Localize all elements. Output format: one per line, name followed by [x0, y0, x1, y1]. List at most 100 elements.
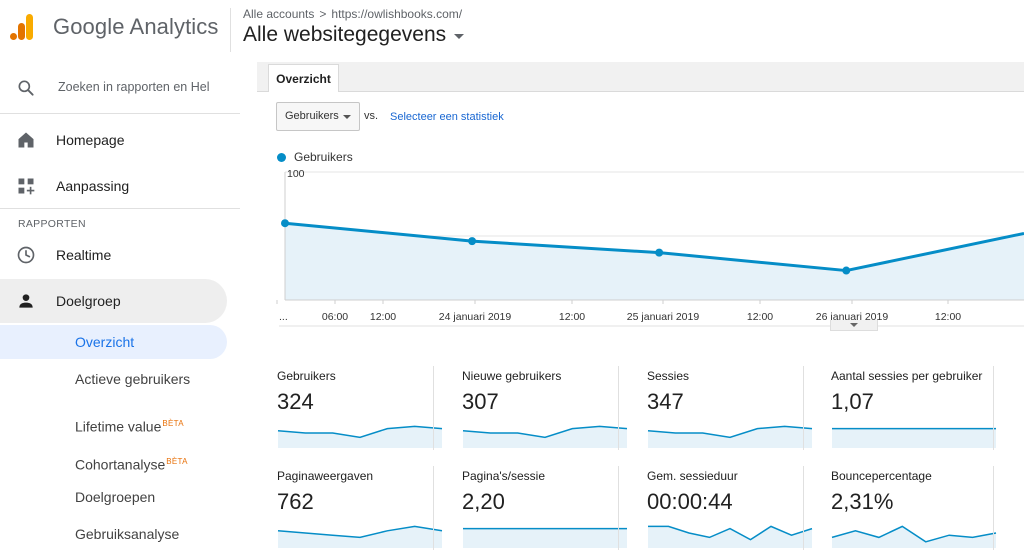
home-icon — [18, 132, 34, 148]
sidebar-subitem-cohort-analysis[interactable]: CohortanalyseBÈTA — [75, 453, 188, 474]
sidebar-item-realtime[interactable]: Realtime — [0, 235, 240, 275]
sparkline-line — [831, 525, 997, 543]
scorecard-divider — [993, 366, 994, 450]
data-point[interactable] — [842, 266, 851, 275]
breadcrumb-separator: > — [319, 7, 327, 21]
scorecard-label: Nieuwe gebruikers — [462, 369, 562, 383]
scorecard-value: 324 — [277, 389, 314, 414]
beta-badge: BÈTA — [162, 419, 184, 428]
scorecard-gem-sessieduur[interactable]: Gem. sessieduur 00:00:44 — [627, 462, 813, 558]
scorecard-value: 347 — [647, 389, 684, 414]
scorecard-label: Bouncepercentage — [831, 469, 932, 483]
scorecard-value: 1,07 — [831, 389, 874, 414]
scorecard-aantal-sessies-per-gebruiker[interactable]: Aantal sessies per gebruiker 1,07 — [811, 362, 996, 458]
chart-collapse-toggle[interactable] — [830, 320, 878, 331]
y-tick-label: 100 — [287, 168, 305, 180]
sidebar-subitem-usage-analysis[interactable]: Gebruiksanalyse — [75, 526, 180, 542]
search-input[interactable]: Zoeken in rapporten en Hel — [58, 80, 210, 94]
scorecard-paginaweergaven[interactable]: Paginaweergaven 762 — [257, 462, 443, 558]
legend-label: Gebruikers — [294, 150, 353, 164]
chart-legend: Gebruikers — [277, 150, 353, 164]
report-panel: Gebruikers vs. Selecteer een statistiek … — [257, 92, 1024, 560]
x-tick-label: 12:00 — [935, 311, 961, 323]
scorecard-value: 2,31% — [831, 489, 894, 514]
scorecard-bouncepercentage[interactable]: Bouncepercentage 2,31% — [811, 462, 997, 558]
scorecard-label: Paginaweergaven — [277, 469, 374, 483]
vs-label: vs. — [364, 110, 379, 122]
sidebar-item-label: Doelgroep — [56, 293, 121, 309]
brand-name: Google Analytics — [53, 14, 219, 39]
scorecard-sessies[interactable]: Sessies 347 — [627, 362, 813, 458]
data-point[interactable] — [281, 219, 289, 228]
sidebar-item-audience[interactable]: Doelgroep — [0, 279, 227, 323]
tab-overview[interactable]: Overzicht — [268, 64, 339, 93]
scorecard-value: 2,20 — [462, 489, 505, 514]
view-selector[interactable]: Alle websitegegevens — [243, 23, 465, 47]
scorecard-gebruikers[interactable]: Gebruikers 324 — [257, 362, 443, 458]
sparkline-line — [277, 425, 443, 439]
scorecard-label: Pagina's/sessie — [462, 469, 546, 483]
scorecard-label: Aantal sessies per gebruiker — [831, 369, 983, 383]
sidebar-item-label: Aanpassing — [56, 178, 130, 194]
sidebar-subitem-audiences[interactable]: Doelgroepen — [75, 489, 156, 505]
sidebar-subitem-active-users[interactable]: Actieve gebruikers — [75, 371, 191, 387]
sidebar-subitem-label: Lifetime value — [75, 418, 162, 435]
sparkline-line — [462, 425, 628, 439]
scorecard-pagina-s-sessie[interactable]: Pagina's/sessie 2,20 — [442, 462, 627, 558]
chevron-down-icon — [343, 115, 351, 119]
sidebar-item-homepage[interactable]: Homepage — [0, 120, 240, 160]
sparkline-area — [648, 526, 812, 548]
sparkline — [648, 525, 813, 548]
x-tick-label: 12:00 — [747, 311, 773, 323]
analytics-logo-icon[interactable] — [8, 12, 38, 42]
sparkline-area — [463, 528, 627, 548]
x-tick-label: 06:00 — [322, 311, 348, 323]
clock-icon — [17, 246, 35, 264]
scorecard-value: 307 — [462, 389, 499, 414]
customization-icon — [18, 178, 35, 195]
sidebar-subitem-lifetime-value[interactable]: Lifetime valueBÈTA — [75, 415, 184, 436]
scorecard-divider — [993, 466, 994, 550]
sidebar-subitem-overview[interactable]: Overzicht — [0, 325, 227, 359]
breadcrumb: Alle accounts > https://owlishbooks.com/ — [243, 7, 462, 21]
scorecard-divider — [803, 366, 804, 450]
view-title: Alle websitegegevens — [243, 23, 447, 46]
x-tick-label: ... — [279, 311, 288, 323]
scorecard-value: 762 — [277, 489, 314, 514]
breadcrumb-accounts[interactable]: Alle accounts — [243, 7, 315, 21]
sparkline-area — [278, 426, 442, 448]
sparkline — [831, 525, 997, 548]
sparkline — [277, 425, 443, 448]
sidebar-search[interactable]: Zoeken in rapporten en Hel — [0, 62, 240, 114]
main-content: Overzicht Gebruikers vs. Selecteer een s… — [257, 62, 1024, 560]
breadcrumb-property[interactable]: https://owlishbooks.com/ — [331, 7, 463, 21]
select-metric-link[interactable]: Selecteer een statistiek — [390, 111, 504, 123]
chevron-down-icon — [850, 323, 858, 327]
metric-dropdown-value: Gebruikers — [285, 110, 339, 122]
sparkline-line — [647, 425, 813, 439]
header-divider — [230, 8, 231, 52]
scorecard-divider — [433, 366, 434, 450]
sidebar: Zoeken in rapporten en Hel Homepage Aanp… — [0, 62, 240, 560]
scorecard-divider — [618, 366, 619, 450]
sparkline — [647, 425, 813, 448]
sparkline-area — [832, 428, 996, 448]
tab-bar: Overzicht — [257, 62, 1024, 93]
data-point[interactable] — [655, 248, 664, 257]
sparkline-area — [648, 426, 812, 448]
search-icon — [18, 80, 34, 96]
x-tick-label: 25 januari 2019 — [627, 311, 700, 323]
sidebar-item-customization[interactable]: Aanpassing — [0, 166, 240, 206]
sparkline — [462, 425, 628, 448]
sparkline-line — [648, 525, 813, 541]
sparkline-area — [832, 526, 996, 548]
scorecard-nieuwe-gebruikers[interactable]: Nieuwe gebruikers 307 — [442, 362, 628, 458]
sparkline — [463, 527, 627, 548]
scorecard-label: Gebruikers — [277, 369, 336, 383]
sidebar-subitem-label: Overzicht — [75, 334, 135, 350]
metric-dropdown[interactable]: Gebruikers — [276, 102, 360, 131]
data-point[interactable] — [468, 237, 477, 246]
chevron-down-icon — [454, 34, 465, 39]
sidebar-item-label: Realtime — [56, 247, 112, 263]
